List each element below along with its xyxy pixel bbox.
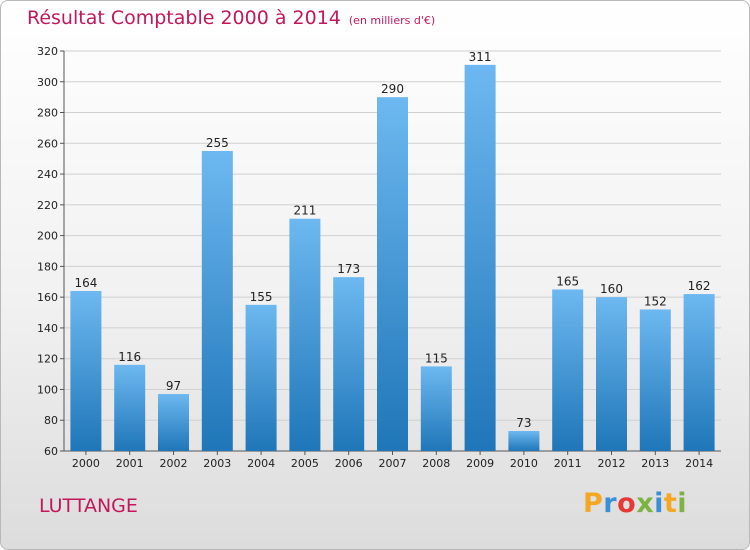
bar [552, 289, 584, 451]
x-tick-label: 2003 [203, 457, 231, 470]
bar [333, 277, 365, 451]
y-tick-label: 280 [37, 107, 58, 120]
bar [70, 291, 102, 451]
x-tick-label: 2009 [466, 457, 494, 470]
data-labels: 164 116 97 255 155 211 173 290 115 311 73 165 160 152… [74, 50, 710, 430]
x-tick-label: 2004 [247, 457, 275, 470]
data-label: 165 [556, 274, 579, 288]
data-label: 255 [206, 136, 229, 150]
logo-letter: i [677, 488, 688, 519]
data-label: 73 [516, 416, 531, 430]
logo-letter: r [603, 488, 618, 519]
bar [289, 218, 321, 451]
x-tick-label: 2005 [291, 457, 319, 470]
y-tick-label: 160 [37, 291, 58, 304]
y-tick-label: 240 [37, 168, 58, 181]
chart-title-text: Résultat Comptable 2000 à 2014 [27, 7, 341, 29]
x-tick-label: 2007 [379, 457, 407, 470]
logo-letter: o [617, 488, 637, 519]
data-label: 162 [688, 279, 711, 293]
y-tick-label: 80 [44, 414, 58, 427]
logo-letter: t [663, 488, 678, 519]
data-label: 311 [469, 50, 492, 64]
bar [596, 297, 627, 451]
y-tick-label: 320 [37, 45, 58, 58]
bar [420, 366, 452, 451]
x-tick-label: 2014 [685, 457, 713, 470]
bar [683, 294, 715, 451]
chart-title: Résultat Comptable 2000 à 2014 (en millie… [27, 7, 435, 29]
bar [158, 394, 189, 451]
bar [114, 364, 146, 451]
chart-subtitle: (en milliers d'€) [348, 14, 436, 27]
data-label: 97 [166, 379, 181, 393]
bar [639, 309, 671, 451]
y-tick-label: 140 [37, 322, 58, 335]
y-tick-label: 200 [37, 230, 58, 243]
y-tick-label: 120 [37, 353, 58, 366]
bar [508, 431, 540, 451]
x-tick-label: 2013 [641, 457, 669, 470]
commune-name: LUTTANGE [39, 495, 138, 517]
proxiti-logo: Proxiti [583, 488, 687, 519]
y-tick-label: 60 [44, 445, 58, 458]
data-label: 115 [425, 351, 448, 365]
x-tick-label: 2011 [554, 457, 582, 470]
y-tick-label: 260 [37, 137, 58, 150]
x-tick-label: 2012 [598, 457, 626, 470]
data-label: 116 [118, 350, 141, 364]
y-tick-label: 220 [37, 199, 58, 212]
y-tick-label: 180 [37, 260, 58, 273]
logo-letter: P [583, 488, 604, 519]
data-label: 164 [74, 276, 97, 290]
data-label: 211 [293, 204, 316, 218]
x-tick-label: 2010 [510, 457, 538, 470]
bar [464, 64, 496, 451]
x-tick-label: 2001 [116, 457, 144, 470]
bars [70, 64, 715, 452]
x-tick-label: 2008 [422, 457, 450, 470]
data-label: 152 [644, 294, 667, 308]
bar [377, 97, 408, 452]
bar [245, 304, 277, 451]
logo-letter: i [654, 488, 664, 519]
y-tick-label: 100 [37, 383, 58, 396]
data-label: 173 [337, 262, 360, 276]
x-tick-label: 2000 [72, 457, 100, 470]
data-label: 155 [250, 290, 273, 304]
logo-letter: x [636, 488, 655, 519]
x-tick-label: 2006 [335, 457, 363, 470]
y-tick-label: 300 [37, 76, 58, 89]
data-label: 160 [600, 282, 623, 296]
data-label: 290 [381, 82, 404, 96]
bar [201, 151, 233, 451]
x-tick-label: 2002 [160, 457, 188, 470]
